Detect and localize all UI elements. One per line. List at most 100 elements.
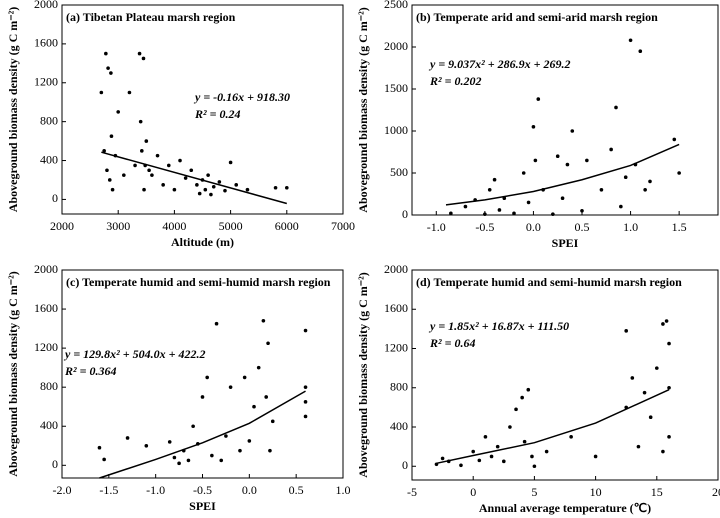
point [530, 454, 534, 459]
point [161, 183, 165, 187]
point [256, 365, 261, 370]
x-axis-label: Altitude (m) [171, 235, 234, 249]
y-tick-label: 2000 [34, 262, 58, 276]
point [106, 66, 110, 70]
x-tick-label: 1.0 [623, 220, 638, 234]
point [502, 459, 506, 464]
point [471, 449, 476, 454]
y-tick-label: 1600 [34, 301, 58, 315]
point [137, 51, 142, 56]
x-tick-label: 0.5 [575, 220, 590, 234]
point [183, 176, 188, 180]
y-tick-label: 0 [402, 207, 408, 221]
point [238, 448, 242, 453]
point [580, 209, 584, 213]
point [191, 424, 195, 429]
point [483, 212, 487, 216]
point [122, 173, 126, 177]
x-tick-label: -5 [407, 485, 417, 499]
point [177, 461, 181, 466]
point [209, 192, 213, 197]
point [664, 319, 669, 323]
point [532, 464, 537, 469]
point [203, 187, 208, 192]
x-tick-label: -1.5 [99, 483, 118, 497]
x-axis-label: SPEI [552, 236, 579, 250]
point [526, 200, 531, 205]
x-tick-label: -0.5 [193, 483, 212, 497]
point [655, 366, 659, 370]
point [609, 147, 613, 152]
point [234, 183, 239, 187]
point [219, 458, 224, 463]
point [245, 187, 250, 192]
point [102, 457, 106, 462]
point [487, 188, 492, 192]
point [141, 56, 146, 61]
y-tick-label: 2500 [384, 0, 408, 11]
point [105, 168, 109, 173]
annotation: y = 9.037x² + 286.9x + 269.2 [428, 57, 570, 71]
point [661, 322, 665, 326]
annotation: y = 129.8x² + 504.0x + 422.2 [63, 347, 205, 361]
point [110, 187, 115, 192]
point [127, 90, 132, 95]
point [628, 38, 633, 43]
point [144, 443, 149, 448]
x-tick-label: 7000 [331, 219, 355, 233]
point [147, 168, 151, 173]
point [555, 154, 560, 158]
point [522, 439, 527, 444]
point [217, 180, 222, 184]
point [544, 449, 549, 454]
x-tick-label: 0 [470, 485, 476, 499]
point [599, 188, 604, 192]
x-tick-label: -2.0 [53, 483, 72, 497]
point [228, 160, 233, 165]
point [242, 375, 247, 380]
point [261, 318, 266, 323]
point [642, 390, 647, 395]
point [167, 440, 172, 444]
x-tick-label: 5000 [219, 219, 243, 233]
point [508, 425, 512, 429]
point [463, 204, 468, 209]
point [97, 445, 102, 450]
point [99, 90, 104, 95]
x-tick-label: -0.5 [475, 220, 494, 234]
panel-title: (d) Temperate humid and semi-humid marsh… [416, 275, 682, 289]
point [214, 321, 219, 326]
point [477, 458, 482, 463]
y-tick-label: 1200 [384, 340, 408, 354]
fit-curve [436, 389, 670, 465]
y-tick-label: 0 [402, 458, 408, 472]
point [624, 329, 628, 333]
point [138, 119, 143, 124]
y-tick-label: 800 [40, 113, 58, 127]
point [125, 436, 130, 440]
point [551, 212, 555, 216]
x-tick-label: 0.0 [526, 220, 541, 234]
x-tick-label: 0.0 [242, 483, 257, 497]
point [142, 187, 146, 192]
x-tick-label: 0.5 [289, 483, 304, 497]
x-tick-label: 10 [590, 485, 602, 499]
point [197, 191, 202, 196]
point [619, 204, 623, 209]
point [195, 183, 199, 187]
point [205, 375, 209, 380]
y-tick-label: 1600 [384, 301, 408, 315]
point [520, 395, 524, 400]
y-tick-label: 0 [52, 457, 58, 471]
point [109, 71, 113, 75]
y-tick-label: 1200 [34, 340, 58, 354]
point [252, 404, 256, 409]
x-axis-label: Annual average temperature (℃) [479, 501, 651, 515]
y-axis-label: Aboveground biomass density (g C m⁻²) [6, 271, 20, 476]
point [648, 415, 653, 419]
point [531, 125, 536, 129]
plot-frame [411, 269, 719, 481]
point [223, 188, 227, 193]
point [526, 387, 531, 392]
